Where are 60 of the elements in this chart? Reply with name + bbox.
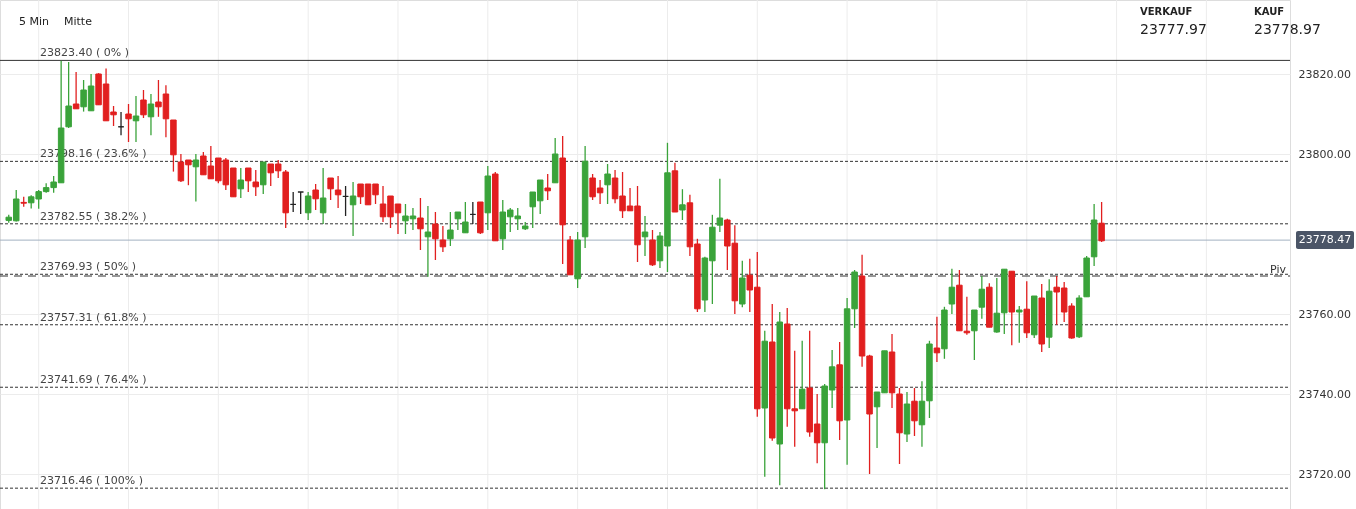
y-tick-label: 23760.00 [1298,307,1351,321]
candlestick [417,197,424,251]
candlestick [439,225,447,253]
candlestick [1098,201,1105,243]
candlestick [978,275,986,320]
candlestick [297,191,304,215]
y-tick-label: 23820.00 [1298,67,1351,81]
candlestick [918,380,926,448]
candlestick [319,167,327,225]
candlestick [334,175,342,209]
candlestick [304,191,312,221]
candlestick [65,61,72,129]
candlestick [798,340,806,410]
candlestick [237,167,245,199]
candlestick [260,161,267,195]
candlestick [971,309,978,361]
candlestick [679,188,686,221]
candlestick [933,316,941,363]
candlestick [641,215,649,257]
candlestick [604,163,611,205]
annotation: 5 Min [19,15,50,28]
y-tick-label: 23720.00 [1298,467,1351,481]
ref-line-label: 23778.47 [1298,233,1352,247]
candlestick [72,71,80,110]
y-tick-label: 23800.00 [1298,147,1351,161]
ref-line-label: Piv [1270,263,1287,276]
candlestick [252,169,260,197]
candlestick [424,205,432,278]
candlestick [245,167,252,193]
ref-line-label: 23757.31 ( 61.8% ) [40,310,147,324]
candlestick [544,173,551,201]
annotation: Mitte [64,15,93,28]
candlestick [462,201,469,234]
candlestick [327,177,334,201]
annotation: 23778.97 [1254,21,1321,37]
candlestick [432,211,439,261]
annotation: KAUF [1254,6,1285,17]
candlestick [1016,305,1023,344]
ref-line-label: 23769.93 ( 50% ) [40,260,137,274]
candlestick [349,181,357,237]
ref-line-label: 23716.46 ( 100% ) [40,474,144,488]
annotation: 23777.97 [1140,21,1207,37]
candlestick [147,93,155,136]
candlestick [192,153,200,203]
candlestick [1023,280,1030,339]
candlestick [140,89,147,119]
annotation: VERKAUF [1140,6,1193,17]
candlestick [716,178,724,233]
candlestick [312,183,319,211]
candlestick [993,277,1001,334]
candlestick [125,103,132,143]
y-tick-label: 23740.00 [1298,387,1351,401]
candlestick [447,211,454,247]
candlestick [132,95,140,143]
ref-line-label: 23782.55 ( 38.2% ) [40,209,147,223]
ref-line-label: 23741.69 ( 76.4% ) [40,373,147,387]
candlestick [911,387,918,437]
ref-line-label: 23823.40 ( 0% ) [40,46,130,60]
candlestick [454,211,462,231]
candlestick [948,268,956,315]
